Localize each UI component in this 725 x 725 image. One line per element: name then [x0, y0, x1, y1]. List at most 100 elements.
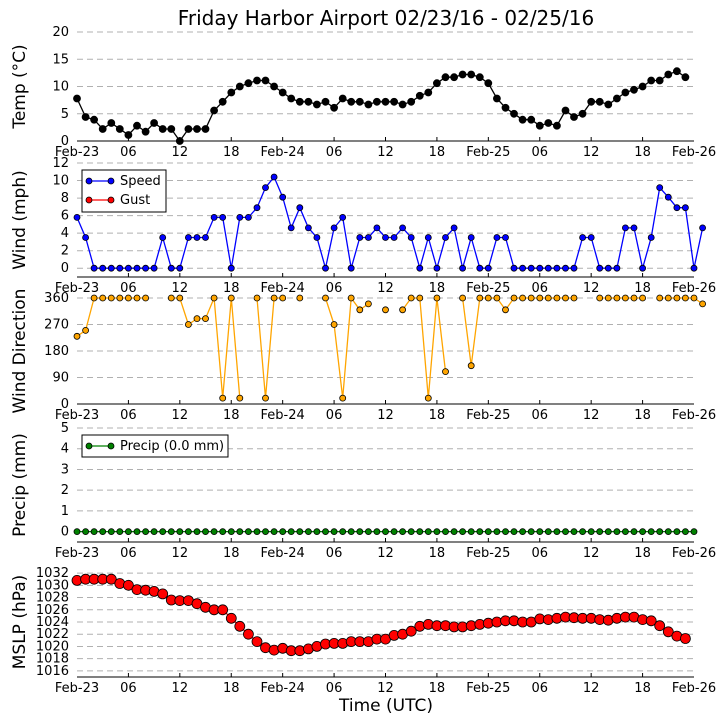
y-tick-label: 1026	[36, 603, 69, 618]
data-point	[656, 528, 664, 535]
data-point	[493, 528, 501, 535]
x-tick-label: Feb-25	[466, 408, 510, 423]
data-point	[450, 528, 458, 535]
data-point	[244, 528, 252, 535]
x-tick-label: 06	[531, 546, 548, 561]
data-point	[184, 125, 193, 133]
data-point	[664, 70, 673, 79]
data-point	[432, 79, 441, 88]
x-tick-label: 06	[120, 681, 137, 696]
x-tick-label: 06	[120, 145, 137, 160]
data-point	[407, 234, 415, 241]
data-point	[405, 625, 417, 637]
x-tick-label: 18	[634, 546, 651, 561]
data-point	[553, 294, 561, 302]
data-point	[364, 300, 372, 308]
data-point	[390, 528, 398, 535]
data-point	[322, 294, 329, 302]
data-point	[227, 264, 235, 272]
data-point	[312, 100, 321, 109]
data-point	[105, 573, 117, 585]
data-point	[244, 79, 253, 88]
data-point	[356, 306, 364, 314]
data-point	[347, 528, 355, 535]
data-point	[193, 315, 201, 323]
data-point	[210, 106, 219, 115]
data-point	[158, 125, 167, 133]
data-point	[673, 294, 681, 302]
data-point	[107, 294, 115, 302]
data-point	[399, 528, 407, 535]
data-point	[176, 294, 184, 302]
data-point	[150, 528, 158, 535]
data-point	[416, 528, 424, 535]
data-point	[99, 294, 107, 302]
data-point	[458, 70, 467, 79]
data-point	[682, 294, 689, 302]
series-line	[171, 297, 241, 399]
legend-label: Speed	[120, 174, 161, 189]
data-point	[202, 528, 209, 535]
data-point	[467, 70, 476, 79]
y-axis-label: Wind (mph)	[10, 170, 30, 270]
series-line	[76, 175, 704, 271]
data-point	[578, 109, 587, 118]
data-point	[622, 224, 629, 232]
data-point	[587, 234, 595, 241]
data-point	[476, 294, 484, 302]
data-point	[253, 528, 261, 535]
data-point	[133, 528, 141, 535]
data-point	[107, 119, 116, 127]
y-tick-label: 360	[44, 291, 69, 306]
data-point	[519, 528, 526, 535]
data-point	[99, 528, 107, 535]
data-point	[527, 528, 535, 535]
data-point	[562, 528, 569, 535]
x-tick-label: 12	[583, 145, 600, 160]
data-point	[561, 106, 570, 115]
data-point	[664, 193, 672, 201]
data-point	[330, 224, 338, 232]
x-tick-label: 18	[634, 145, 651, 160]
x-tick-label: Feb-23	[55, 681, 99, 696]
y-tick-label: 3	[61, 462, 69, 477]
data-point	[673, 204, 681, 212]
data-point	[90, 294, 98, 302]
x-tick-label: Feb-23	[55, 145, 99, 160]
data-point	[82, 528, 89, 535]
data-point	[484, 264, 492, 272]
data-point	[219, 528, 227, 535]
data-point	[184, 528, 192, 535]
data-point	[596, 294, 604, 302]
y-tick-label: 5	[61, 421, 69, 436]
data-point	[501, 103, 510, 112]
data-point	[347, 294, 355, 302]
data-point	[116, 294, 124, 302]
y-tick-label: 20	[52, 25, 69, 40]
data-point	[416, 294, 424, 302]
data-point	[604, 264, 612, 272]
data-point	[664, 294, 672, 302]
data-point	[433, 294, 441, 302]
data-point	[382, 528, 389, 535]
data-point	[424, 528, 432, 535]
x-tick-label: 18	[429, 145, 446, 160]
data-point	[141, 127, 150, 136]
data-point	[270, 528, 278, 535]
data-point	[167, 528, 175, 535]
data-point	[467, 528, 475, 535]
data-point	[279, 193, 287, 201]
data-point	[167, 264, 175, 272]
x-tick-label: 12	[172, 546, 189, 561]
x-tick-label: 06	[531, 681, 548, 696]
y-tick-label: 0	[61, 261, 69, 276]
data-point	[442, 368, 449, 376]
y-tick-label: 1028	[36, 591, 69, 606]
x-tick-label: Feb-25	[466, 145, 510, 160]
data-point	[133, 294, 141, 302]
x-tick-label: 06	[120, 408, 137, 423]
data-point	[645, 615, 657, 627]
data-point	[690, 264, 698, 272]
data-point	[287, 224, 295, 232]
data-point	[90, 264, 98, 272]
